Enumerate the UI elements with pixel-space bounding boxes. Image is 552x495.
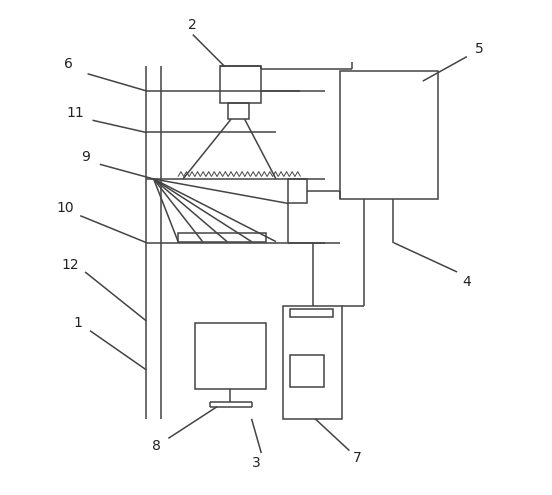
Bar bbox=[290, 355, 324, 387]
Text: 3: 3 bbox=[252, 456, 261, 470]
Text: 10: 10 bbox=[57, 201, 75, 215]
Text: 7: 7 bbox=[352, 451, 361, 465]
Text: 6: 6 bbox=[63, 57, 72, 71]
Text: 1: 1 bbox=[73, 316, 82, 330]
Text: 12: 12 bbox=[62, 257, 79, 272]
Text: 5: 5 bbox=[475, 42, 484, 56]
Bar bbox=[220, 66, 261, 103]
Bar bbox=[195, 323, 266, 390]
Text: 8: 8 bbox=[152, 439, 161, 453]
Text: 11: 11 bbox=[66, 106, 84, 120]
Bar bbox=[290, 309, 333, 317]
Bar bbox=[339, 71, 438, 198]
Text: 2: 2 bbox=[188, 18, 197, 32]
Bar bbox=[178, 233, 266, 242]
Bar bbox=[288, 179, 307, 203]
Text: 9: 9 bbox=[81, 150, 89, 164]
Bar bbox=[228, 102, 248, 119]
Bar bbox=[283, 306, 342, 419]
Text: 4: 4 bbox=[463, 275, 471, 289]
